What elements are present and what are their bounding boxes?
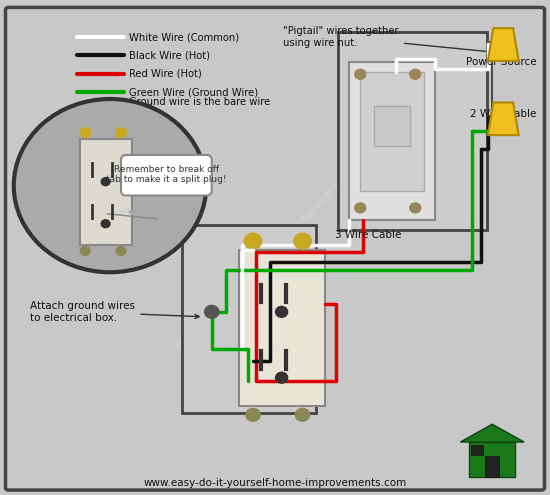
Circle shape bbox=[410, 69, 421, 79]
Circle shape bbox=[246, 408, 260, 421]
Bar bbox=[360, 72, 424, 191]
Polygon shape bbox=[460, 424, 524, 442]
Circle shape bbox=[14, 99, 206, 272]
FancyBboxPatch shape bbox=[6, 7, 544, 490]
Text: White Wire (Common): White Wire (Common) bbox=[129, 32, 239, 42]
Text: Attach ground wires
to electrical box.: Attach ground wires to electrical box. bbox=[30, 301, 199, 323]
Bar bbox=[349, 62, 434, 220]
Circle shape bbox=[116, 247, 126, 255]
Circle shape bbox=[276, 372, 288, 383]
Text: 3 Wire Cable: 3 Wire Cable bbox=[335, 230, 402, 240]
Text: www.easy-do-it-yourself-home-improvements.com: www.easy-do-it-yourself-home-improvement… bbox=[172, 145, 378, 350]
Bar bbox=[80, 139, 132, 245]
Polygon shape bbox=[488, 102, 519, 135]
Text: Green Wire (Ground Wire): Green Wire (Ground Wire) bbox=[129, 87, 258, 97]
Text: Remember to break off
tab to make it a split plug!: Remember to break off tab to make it a s… bbox=[106, 164, 227, 184]
Text: Power Source: Power Source bbox=[466, 57, 536, 67]
Polygon shape bbox=[126, 210, 157, 225]
Text: Black Wire (Hot): Black Wire (Hot) bbox=[129, 50, 210, 60]
Bar bbox=[471, 445, 483, 455]
Circle shape bbox=[355, 203, 366, 213]
Polygon shape bbox=[107, 209, 129, 214]
Circle shape bbox=[295, 408, 310, 421]
Circle shape bbox=[80, 128, 91, 138]
Bar bbox=[485, 456, 499, 477]
Circle shape bbox=[244, 233, 262, 249]
Circle shape bbox=[101, 220, 110, 228]
Polygon shape bbox=[488, 28, 519, 61]
Circle shape bbox=[116, 128, 127, 138]
Bar bbox=[338, 32, 487, 230]
Text: Red Wire (Hot): Red Wire (Hot) bbox=[129, 69, 202, 79]
Text: "Pigtail" wires together
using wire nut.: "Pigtail" wires together using wire nut. bbox=[283, 26, 490, 51]
FancyBboxPatch shape bbox=[121, 155, 212, 196]
Bar bbox=[469, 442, 515, 477]
Text: Ground wire is the bare wire: Ground wire is the bare wire bbox=[129, 98, 271, 107]
Text: 2 Wire Cable: 2 Wire Cable bbox=[470, 109, 536, 119]
Circle shape bbox=[355, 69, 366, 79]
Circle shape bbox=[205, 305, 219, 318]
Circle shape bbox=[410, 203, 421, 213]
Circle shape bbox=[276, 306, 288, 317]
Bar bbox=[182, 225, 316, 413]
Circle shape bbox=[101, 178, 110, 186]
Bar bbox=[239, 250, 324, 406]
Text: www.easy-do-it-yourself-home-improvements.com: www.easy-do-it-yourself-home-improvement… bbox=[144, 478, 406, 488]
Circle shape bbox=[294, 233, 311, 249]
Circle shape bbox=[80, 247, 90, 255]
Bar bbox=[374, 106, 410, 146]
